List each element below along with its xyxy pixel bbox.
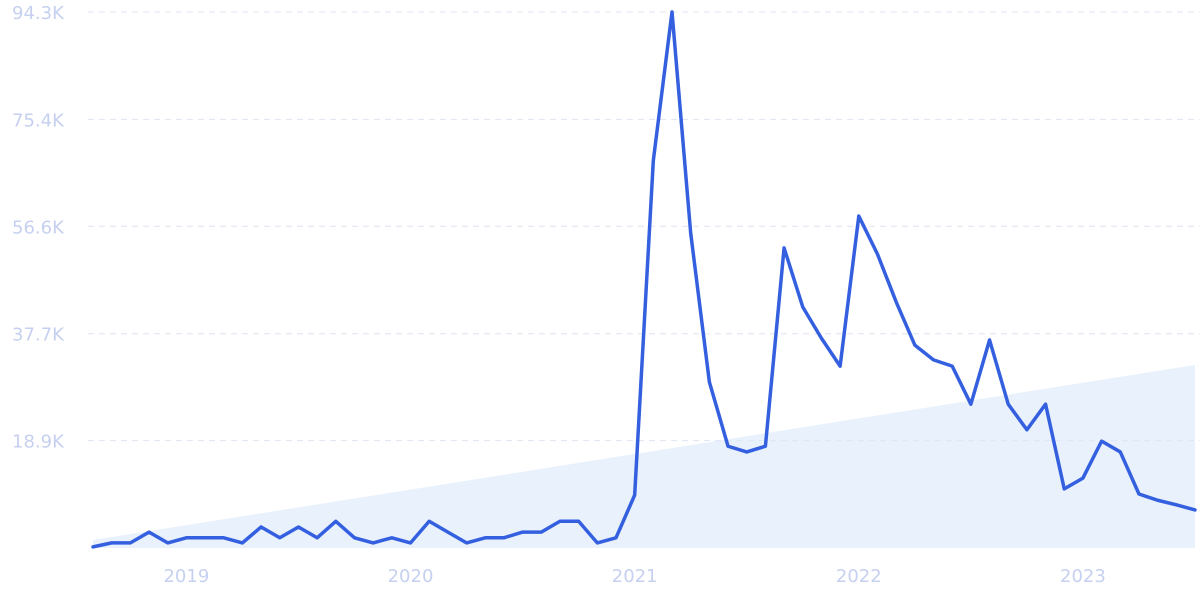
x-tick-label: 2021 <box>612 566 658 587</box>
x-tick-label: 2019 <box>163 566 209 587</box>
y-tick-label: 37.7K <box>12 325 65 346</box>
x-tick-label: 2022 <box>836 566 882 587</box>
x-tick-label: 2020 <box>388 566 434 587</box>
line <box>91 10 1197 549</box>
y-tick-label: 18.9K <box>12 432 65 453</box>
y-tick-label: 75.4K <box>12 110 65 131</box>
y-tick-label: 56.6K <box>12 217 65 238</box>
y-tick-label: 94.3K <box>12 3 65 24</box>
trend-area <box>93 364 1195 548</box>
x-tick-label: 2023 <box>1060 566 1106 587</box>
